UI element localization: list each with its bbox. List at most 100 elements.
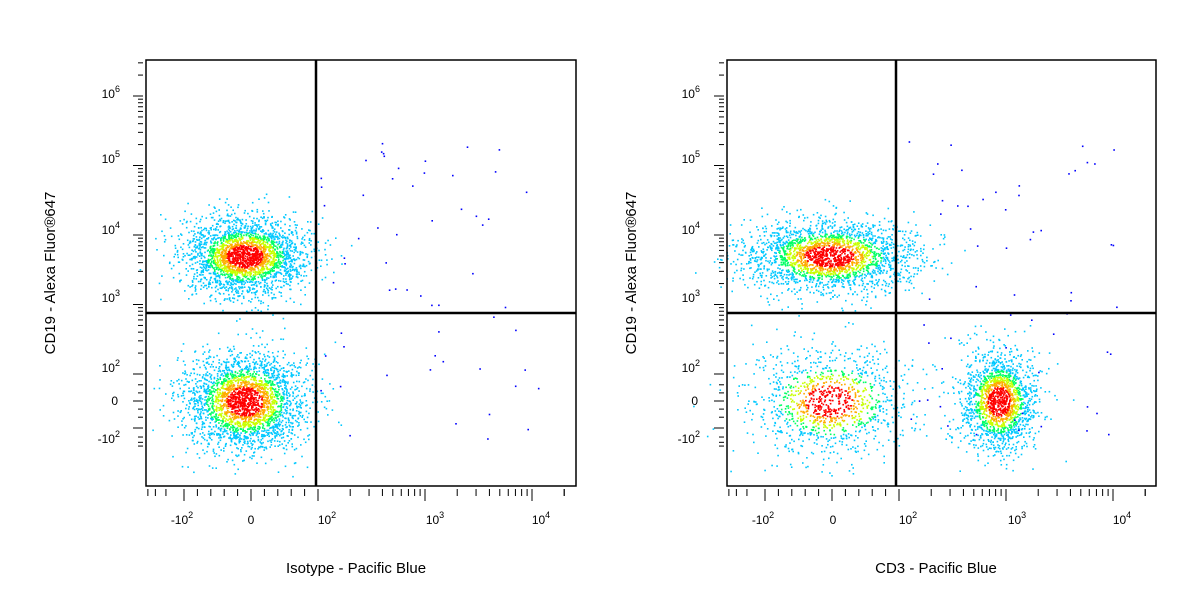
event-point [207, 258, 210, 261]
event-point [273, 419, 275, 421]
event-point [310, 256, 313, 259]
event-point [193, 225, 196, 228]
event-point [293, 362, 295, 364]
event-point [283, 281, 286, 283]
event-point [246, 256, 248, 258]
event-point [262, 396, 265, 398]
event-point [273, 421, 275, 424]
event-point [277, 253, 280, 255]
event-point [213, 356, 215, 359]
event-point [279, 410, 281, 413]
event-point [281, 375, 283, 378]
event-point [208, 230, 210, 232]
event-point [248, 263, 251, 266]
event-point [301, 385, 303, 388]
event-point [240, 368, 243, 371]
event-point [303, 234, 306, 237]
event-point [193, 277, 195, 280]
event-point [203, 351, 206, 353]
event-point [262, 263, 265, 265]
event-point [206, 287, 208, 290]
event-point [218, 277, 221, 279]
event-point [250, 272, 252, 274]
event-point [225, 252, 227, 254]
event-point [190, 253, 193, 255]
event-point [262, 294, 264, 296]
event-point [286, 370, 288, 373]
event-point [263, 288, 265, 291]
event-point [195, 398, 198, 401]
event-point [326, 259, 328, 261]
event-point [264, 390, 267, 392]
event-point [252, 345, 255, 347]
event-point [210, 363, 213, 366]
event-point [188, 414, 191, 416]
event-point [273, 365, 276, 367]
event-point [263, 434, 265, 437]
event-point [233, 463, 236, 466]
event-point [227, 232, 229, 234]
event-point [211, 250, 214, 252]
event-point [287, 382, 289, 385]
event-point [262, 391, 264, 394]
event-point [273, 276, 276, 279]
event-point [245, 392, 247, 395]
event-point [217, 419, 219, 421]
event-point [214, 227, 217, 230]
event-point [282, 230, 284, 233]
event-point [162, 404, 165, 407]
event-point [242, 261, 244, 264]
event-point [282, 367, 285, 369]
event-point [193, 372, 196, 375]
event-point [228, 251, 230, 253]
event-point [272, 429, 274, 432]
event-point [293, 251, 295, 254]
event-point [217, 441, 220, 444]
event-point [261, 409, 264, 412]
event-point [217, 260, 219, 262]
event-point [266, 253, 269, 255]
event-point [218, 409, 220, 411]
event-point [274, 426, 276, 428]
event-point [227, 398, 230, 401]
event-point [211, 407, 214, 409]
event-point [192, 250, 195, 253]
event-point [218, 422, 220, 424]
event-point [264, 378, 266, 380]
event-point [209, 433, 211, 435]
event-point [272, 270, 275, 272]
event-point [274, 262, 276, 265]
event-point [226, 239, 229, 241]
event-point [281, 430, 283, 432]
event-point [192, 368, 195, 370]
event-point [235, 375, 237, 378]
event-point [274, 437, 276, 439]
event-point [205, 368, 207, 370]
event-point [234, 270, 237, 272]
event-point [262, 400, 265, 402]
event-point [280, 236, 283, 238]
event-point [268, 245, 271, 248]
event-point [219, 219, 222, 222]
event-point [249, 268, 251, 271]
event-point [283, 440, 286, 442]
event-point [234, 264, 237, 266]
event-point [227, 228, 230, 230]
event-point [242, 264, 245, 267]
event-point [194, 393, 196, 395]
event-point [302, 259, 305, 261]
event-point [267, 392, 269, 395]
event-point [204, 251, 206, 254]
event-point [180, 279, 182, 281]
event-point [223, 262, 226, 264]
event-point [198, 273, 201, 276]
event-point [241, 273, 244, 276]
event-point [182, 343, 185, 345]
event-point [303, 438, 305, 441]
event-point [280, 220, 282, 223]
event-point [222, 274, 224, 276]
event-point [241, 242, 243, 244]
event-point [222, 220, 225, 222]
event-point [184, 254, 186, 257]
event-point [190, 390, 193, 392]
